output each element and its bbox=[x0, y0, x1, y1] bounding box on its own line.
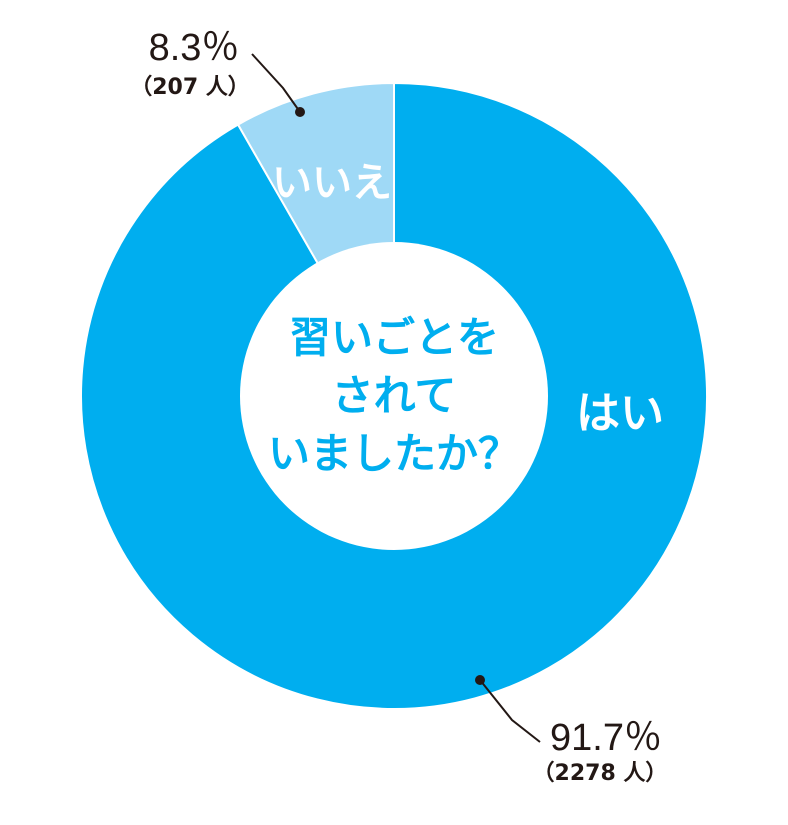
annotation-yes: 91.7％ （2278 人） bbox=[475, 675, 667, 786]
center-text-line-1: 習いごとを bbox=[289, 313, 499, 362]
slice-label-no: いいえ bbox=[272, 160, 392, 206]
annotation-no: 8.3％ （207 人） bbox=[130, 27, 305, 117]
leader-line-yes bbox=[479, 679, 541, 743]
slice-label-yes: はい bbox=[576, 388, 664, 439]
percent-label-yes: 91.7％ bbox=[550, 717, 662, 759]
count-label-yes: （2278 人） bbox=[533, 761, 668, 786]
donut-hole bbox=[240, 242, 548, 550]
center-question: 習いごとを されて いましたか？ bbox=[268, 313, 520, 478]
leader-dot-yes bbox=[475, 675, 485, 685]
count-label-no: （207 人） bbox=[130, 75, 250, 100]
center-text-line-3: いましたか？ bbox=[268, 429, 520, 478]
center-text-line-2: されて bbox=[332, 371, 457, 420]
percent-label-no: 8.3％ bbox=[149, 27, 240, 69]
leader-line-no bbox=[251, 53, 301, 113]
leader-dot-no bbox=[295, 107, 305, 117]
